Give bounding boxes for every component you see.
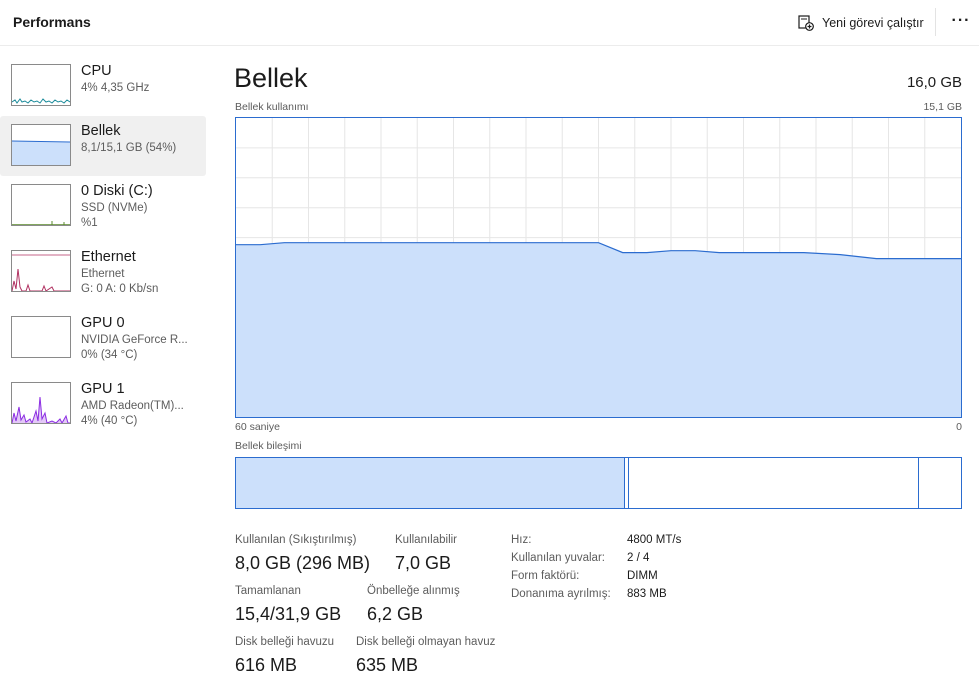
form-factor-value: DIMM: [627, 570, 658, 582]
sidebar-item-detail: NVIDIA GeForce R...: [81, 334, 188, 346]
composition-standby: [627, 458, 918, 508]
hardware-reserved-label: Donanıma ayrılmış:: [511, 588, 611, 600]
run-task-label: Yeni görevi çalıştır: [822, 16, 924, 30]
graph-x-right-label: 0: [956, 421, 962, 433]
slots-value: 2 / 4: [627, 552, 650, 564]
paged-pool-value: 616 MB: [235, 655, 298, 675]
non-paged-pool-label: Disk belleği olmayan havuz: [356, 636, 496, 648]
gpu1-mini-graph: [11, 382, 71, 424]
sidebar-item-cpu[interactable]: CPU 4% 4,35 GHz: [0, 56, 206, 116]
graph-max-label: 15,1 GB: [923, 101, 962, 113]
graph-x-left-label: 60 saniye: [235, 421, 280, 433]
sidebar-item-detail: 0% (34 °C): [81, 349, 138, 361]
sidebar-item-gpu0[interactable]: GPU 0 NVIDIA GeForce R... 0% (34 °C): [0, 308, 206, 368]
memory-usage-line: [236, 242, 961, 260]
sidebar-item-label: Bellek: [81, 123, 121, 139]
graph-title: Bellek kullanımı: [235, 101, 309, 113]
composition-in-use: [236, 458, 624, 508]
sidebar-item-detail: G: 0 A: 0 Kb/sn: [81, 283, 159, 295]
committed-value: 15,4/31,9 GB: [235, 604, 342, 624]
available-value: 7,0 GB: [395, 553, 452, 573]
ethernet-mini-graph: [11, 250, 71, 292]
disk-mini-graph: [11, 184, 71, 226]
paged-pool-label: Disk belleği havuzu: [235, 636, 335, 648]
sidebar-item-detail: 4% (40 °C): [81, 415, 138, 427]
sidebar-item-ethernet[interactable]: Ethernet Ethernet G: 0 A: 0 Kb/sn: [0, 242, 206, 302]
cached-label: Önbelleğe alınmış: [367, 585, 460, 597]
sidebar-item-detail: Ethernet: [81, 268, 125, 280]
title-bar: Performans Yeni görevi çalıştır ···: [0, 0, 979, 46]
sidebar-item-label: GPU 0: [81, 315, 125, 331]
form-factor-label: Form faktörü:: [511, 570, 580, 582]
memory-heading: Bellek: [234, 63, 308, 93]
sidebar-item-detail: 8,1/15,1 GB (54%): [81, 142, 177, 154]
composition-modified: [623, 458, 628, 508]
sidebar-item-detail: 4% 4,35 GHz: [81, 82, 150, 94]
sidebar-item-disk[interactable]: 0 Diski (C:) SSD (NVMe) %1: [0, 176, 206, 236]
composition-title: Bellek bileşimi: [235, 440, 302, 452]
memory-usage-area: [236, 242, 961, 417]
memory-usage-chart: [236, 118, 961, 417]
sidebar-item-detail: %1: [81, 217, 98, 229]
non-paged-pool-value: 635 MB: [356, 655, 419, 675]
cached-value: 6,2 GB: [367, 604, 424, 624]
memory-mini-graph: [11, 124, 71, 166]
hardware-reserved-value: 883 MB: [627, 588, 667, 600]
memory-usage-graph: [235, 117, 962, 418]
page-title: Performans: [13, 14, 91, 30]
sidebar-item-detail: AMD Radeon(TM)...: [81, 400, 184, 412]
memory-composition-bar: [235, 457, 962, 509]
toolbar-divider: [935, 8, 936, 36]
run-new-task-button[interactable]: Yeni görevi çalıştır: [798, 12, 924, 34]
memory-total: 16,0 GB: [906, 74, 962, 91]
available-label: Kullanılabilir: [395, 534, 458, 546]
committed-label: Tamamlanan: [235, 585, 301, 597]
sidebar-item-label: 0 Diski (C:): [81, 183, 153, 199]
sidebar-item-label: Ethernet: [81, 249, 136, 265]
sidebar-item-label: GPU 1: [81, 381, 125, 397]
in-use-label: Kullanılan (Sıkıştırılmış): [235, 534, 357, 546]
in-use-value: 8,0 GB (296 MB): [235, 553, 371, 573]
sidebar-item-gpu1[interactable]: GPU 1 AMD Radeon(TM)... 4% (40 °C): [0, 374, 206, 434]
run-task-icon: [798, 15, 814, 31]
more-options-button[interactable]: ···: [951, 12, 971, 29]
composition-free: [917, 458, 962, 508]
gpu0-mini-graph: [11, 316, 71, 358]
sidebar-item-memory[interactable]: Bellek 8,1/15,1 GB (54%): [0, 116, 206, 176]
cpu-mini-graph: [11, 64, 71, 106]
sidebar-item-label: CPU: [81, 63, 112, 79]
speed-value: 4800 MT/s: [627, 534, 682, 546]
slots-label: Kullanılan yuvalar:: [511, 552, 605, 564]
speed-label: Hız:: [511, 534, 532, 546]
sidebar-item-detail: SSD (NVMe): [81, 202, 148, 214]
